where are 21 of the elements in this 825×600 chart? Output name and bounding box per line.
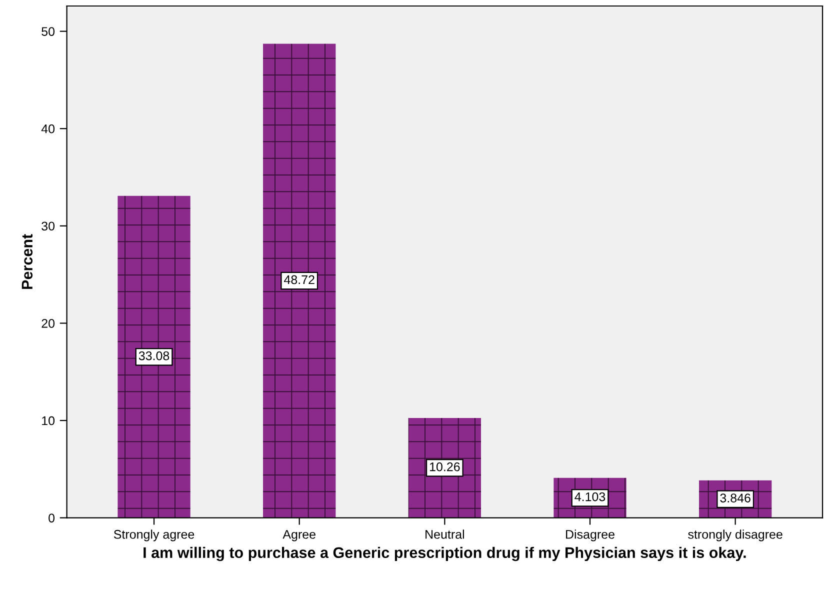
x-tick-label: strongly disagree (688, 530, 782, 542)
x-axis-title: I am willing to purchase a Generic prescription drug if my Physician says it is okay. (144, 546, 746, 562)
x-tick-label: Neutral (426, 530, 464, 539)
x-tick-label: Strongly agree (114, 530, 194, 542)
y-tick-label: 50 (42, 27, 55, 36)
x-tick-label: Agree (282, 530, 316, 542)
data-label: 3.846 (720, 494, 750, 502)
bar (118, 196, 190, 518)
y-tick-label: 30 (42, 222, 55, 231)
y-tick-label: 10 (42, 416, 55, 426)
bar (408, 418, 482, 518)
y-tick-label: 20 (42, 319, 55, 328)
data-label: 4.103 (574, 492, 606, 502)
bar (263, 44, 336, 518)
y-tick-label: 40 (41, 124, 55, 134)
data-label: 33.08 (138, 351, 170, 360)
y-tick-label: 0 (48, 514, 55, 522)
y-axis-title: Percent (22, 234, 33, 289)
x-tick-label: Disagree (566, 530, 614, 542)
data-label: 48.72 (284, 275, 314, 284)
data-label: 10.26 (430, 462, 460, 472)
